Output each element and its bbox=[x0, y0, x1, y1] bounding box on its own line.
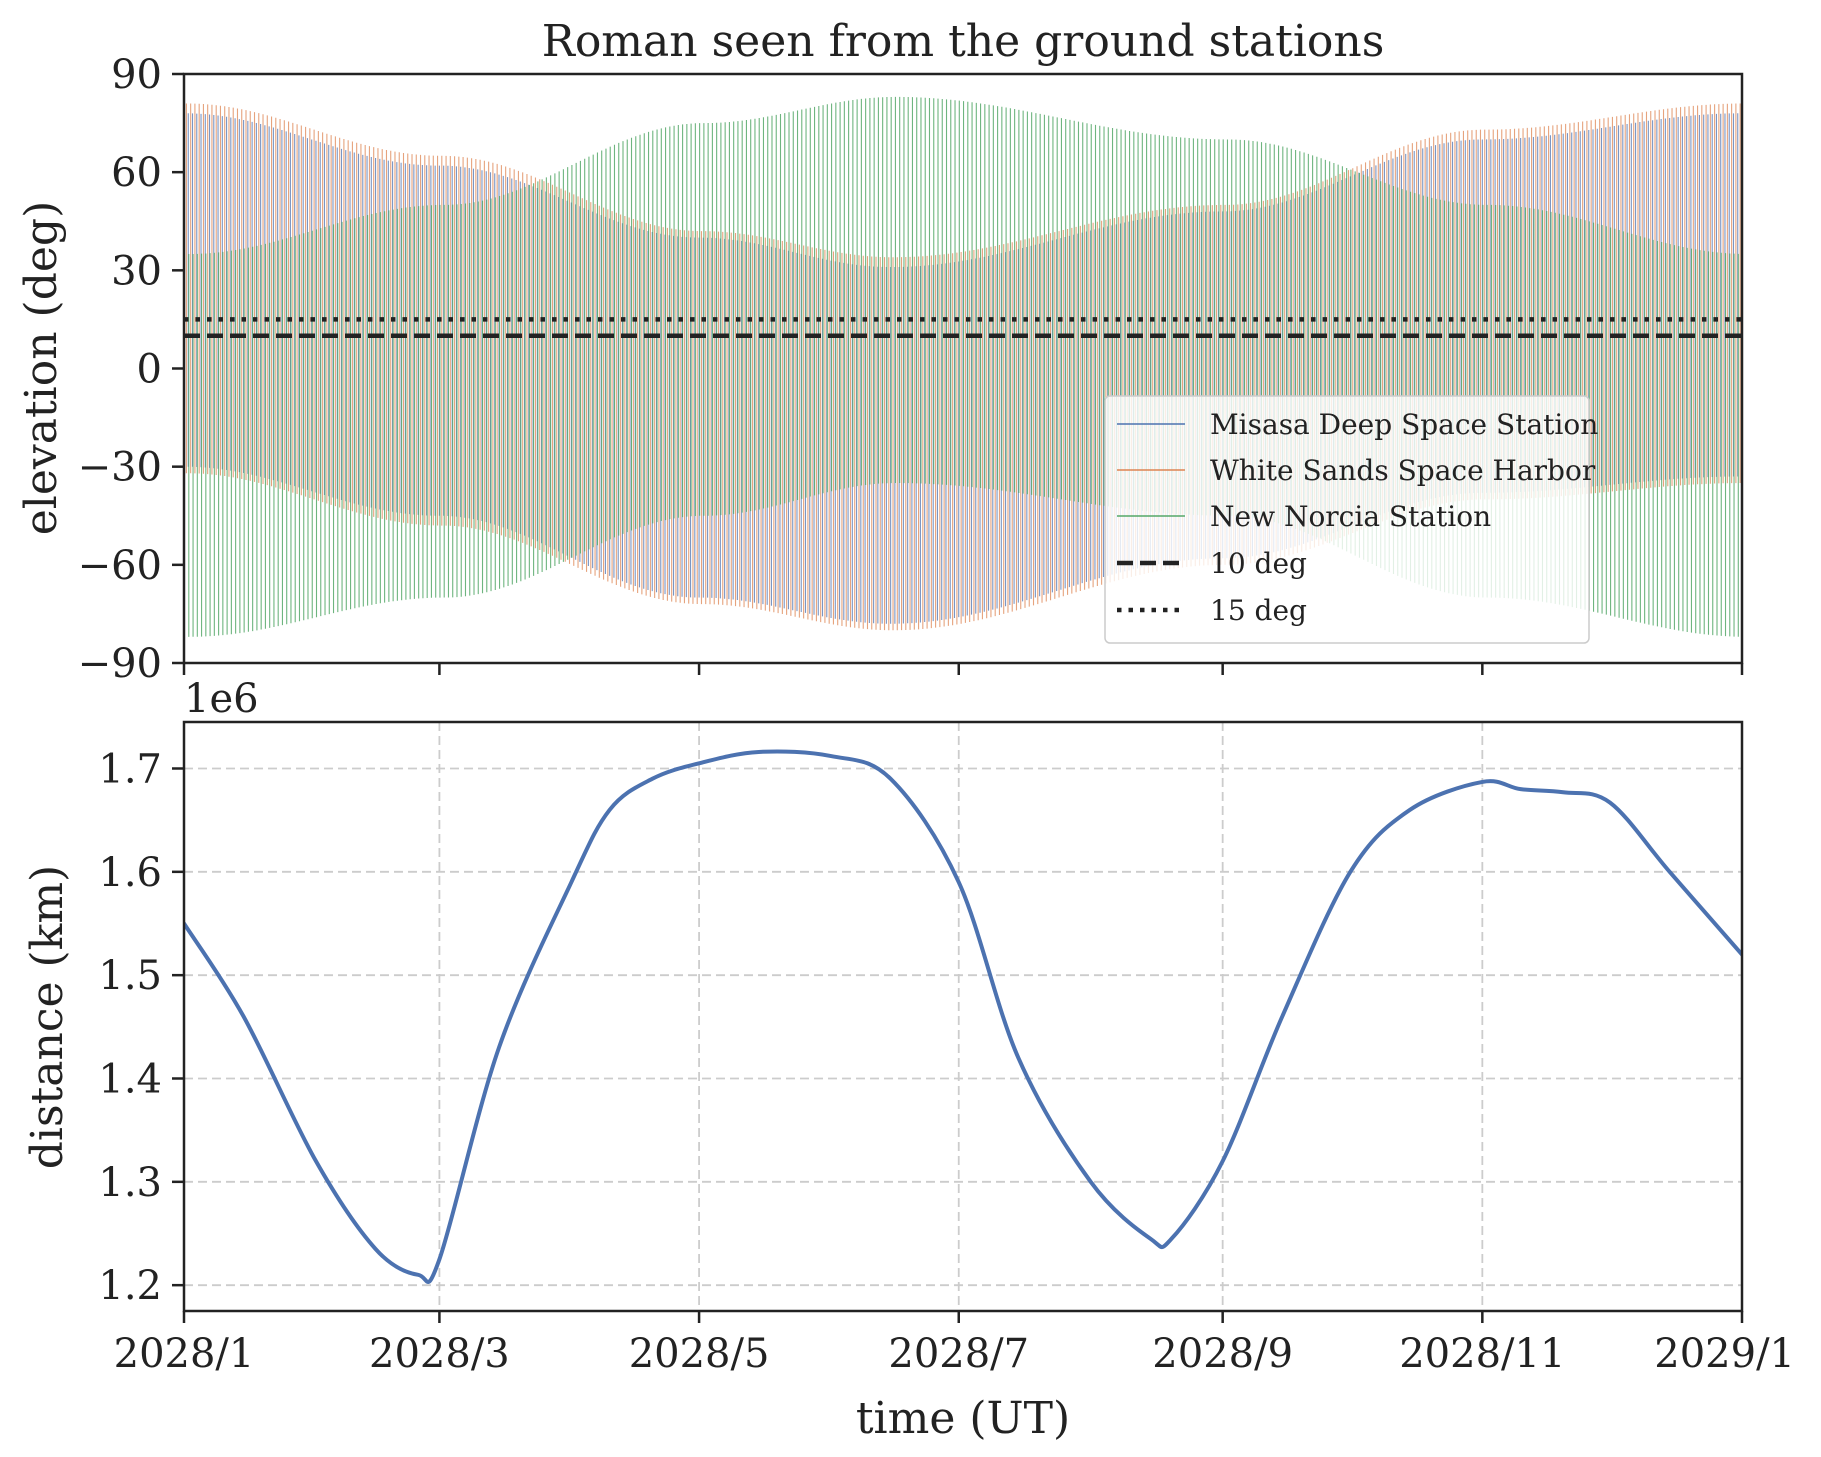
elevation-x-ticks bbox=[182, 663, 1744, 675]
legend: Misasa Deep Space Station White Sands Sp… bbox=[1104, 395, 1598, 644]
distance-y-tick-label: 1.3 bbox=[98, 1160, 162, 1206]
distance-y-tick-label: 1.5 bbox=[98, 953, 162, 999]
distance-axes-frame bbox=[182, 720, 1744, 1313]
elevation-y-tick-label: −60 bbox=[78, 543, 162, 589]
x-tick-label: 2028/5 bbox=[629, 1331, 770, 1377]
distance-y-tick-label: 1.2 bbox=[98, 1263, 162, 1309]
elevation-y-tick-label: 0 bbox=[137, 347, 162, 393]
elevation-chart: Roman seen from the ground stations elev… bbox=[16, 16, 1744, 687]
distance-grid bbox=[183, 722, 1743, 1311]
distance-offset-label: 1e6 bbox=[184, 676, 259, 722]
legend-entry-misasa: Misasa Deep Space Station bbox=[1117, 408, 1598, 441]
distance-y-axis-label: distance (km) bbox=[22, 865, 73, 1169]
distance-series-line bbox=[184, 749, 1742, 1284]
distance-y-tick-label: 1.7 bbox=[98, 747, 162, 793]
elevation-y-tick-label: −90 bbox=[78, 641, 162, 687]
legend-entry-white-sands: White Sands Space Harbor bbox=[1117, 454, 1596, 487]
legend-label-15-deg: 15 deg bbox=[1210, 594, 1307, 627]
x-tick-label: 2028/11 bbox=[1399, 1331, 1565, 1377]
legend-label-10-deg: 10 deg bbox=[1210, 547, 1307, 580]
elevation-y-tick-label: 60 bbox=[111, 150, 162, 196]
x-tick-label: 2028/1 bbox=[114, 1331, 255, 1377]
x-tick-label: 2028/7 bbox=[888, 1331, 1029, 1377]
legend-frame bbox=[1104, 395, 1590, 644]
legend-label-new-norcia: New Norcia Station bbox=[1210, 500, 1491, 533]
distance-chart: 1.21.31.41.51.61.7 2028/1 2028/3 2028/5 202… bbox=[22, 676, 1795, 1444]
elevation-y-tick-label: −30 bbox=[78, 445, 162, 491]
chart-title: Roman seen from the ground stations bbox=[542, 16, 1385, 67]
distance-y-tick-label: 1.6 bbox=[98, 850, 162, 896]
elevation-y-ticks: 90 60 30 0 −30 −60 −90 bbox=[78, 52, 184, 687]
legend-label-misasa: Misasa Deep Space Station bbox=[1210, 408, 1598, 441]
elevation-y-axis-label: elevation (deg) bbox=[16, 201, 67, 536]
legend-entry-15-deg: 15 deg bbox=[1117, 594, 1307, 627]
legend-entry-new-norcia: New Norcia Station bbox=[1117, 500, 1491, 533]
x-axis-label: time (UT) bbox=[856, 1393, 1070, 1444]
distance-y-ticks: 1.2 1.3 1.4 1.5 1.6 1.7 bbox=[98, 747, 184, 1309]
legend-entry-10-deg: 10 deg bbox=[1117, 547, 1307, 580]
elevation-y-tick-label: 90 bbox=[111, 52, 162, 98]
distance-y-tick-label: 1.4 bbox=[98, 1057, 162, 1103]
x-tick-label: 2029/1 bbox=[1654, 1331, 1795, 1377]
series-white-sands-space-harbor bbox=[185, 103, 1741, 631]
legend-label-white-sands: White Sands Space Harbor bbox=[1210, 454, 1596, 487]
x-tick-label: 2028/3 bbox=[369, 1331, 510, 1377]
elevation-y-tick-label: 30 bbox=[111, 248, 162, 294]
station-elevation-trace bbox=[185, 103, 1741, 631]
x-tick-label: 2028/9 bbox=[1152, 1331, 1293, 1377]
distance-x-ticks: 2028/1 2028/3 2028/5 2028/7 2028/9 2028/11 202… bbox=[114, 1311, 1795, 1377]
